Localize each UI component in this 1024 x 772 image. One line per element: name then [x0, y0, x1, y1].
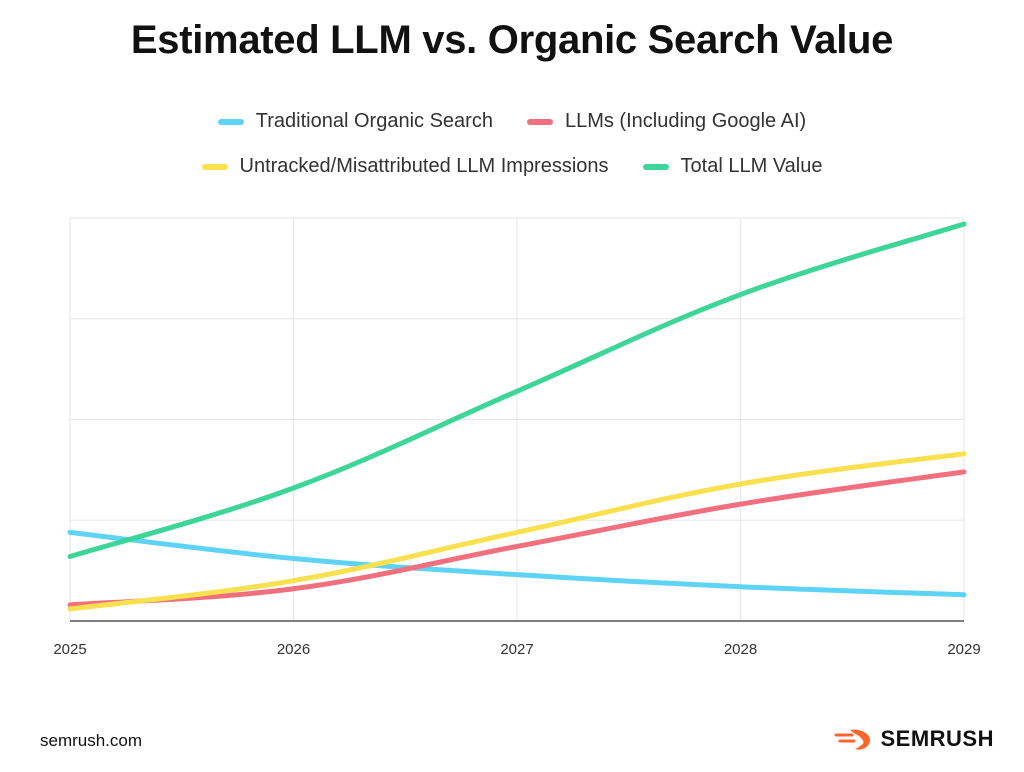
x-tick-label: 2026: [277, 641, 310, 658]
x-tick-label: 2027: [500, 641, 533, 658]
legend-item-llms: LLMs (Including Google AI): [526, 110, 807, 133]
semrush-logo: SEMRUSH: [834, 726, 994, 752]
series-line-llms-including-google-ai: [67, 469, 967, 608]
x-tick-label: 2029: [947, 641, 980, 658]
semrush-flame-icon: [834, 729, 871, 750]
legend-row-2: Untracked/Misattributed LLM Impressions …: [0, 155, 1024, 178]
legend-label: Untracked/Misattributed LLM Impressions: [239, 155, 609, 177]
legend-item-untracked-llm-impressions: Untracked/Misattributed LLM Impressions: [201, 155, 609, 178]
series-line-untracked-misattributed-llm-impressions: [67, 451, 967, 612]
legend-swatch: [217, 118, 244, 125]
legend-label: Traditional Organic Search: [255, 110, 493, 132]
chart-title: Estimated LLM vs. Organic Search Value: [130, 18, 894, 62]
x-tick-label: 2028: [724, 641, 757, 658]
legend-swatch: [526, 118, 553, 125]
x-tick-label: 2025: [53, 641, 86, 658]
legend-swatch: [201, 163, 228, 170]
legend-item-total-llm-value: Total LLM Value: [642, 155, 823, 178]
series-line-traditional-organic-search: [67, 529, 967, 598]
legend-item-traditional-organic-search: Traditional Organic Search: [217, 110, 493, 133]
source-text: semrush.com: [40, 731, 143, 750]
legend-swatch: [642, 163, 669, 170]
legend-label: LLMs (Including Google AI): [564, 110, 807, 132]
series-line-total-llm-value: [67, 221, 967, 560]
brand-name: SEMRUSH: [880, 726, 994, 751]
legend-label: Total LLM Value: [680, 155, 823, 177]
legend-row-1: Traditional Organic Search LLMs (Includi…: [0, 110, 1024, 133]
